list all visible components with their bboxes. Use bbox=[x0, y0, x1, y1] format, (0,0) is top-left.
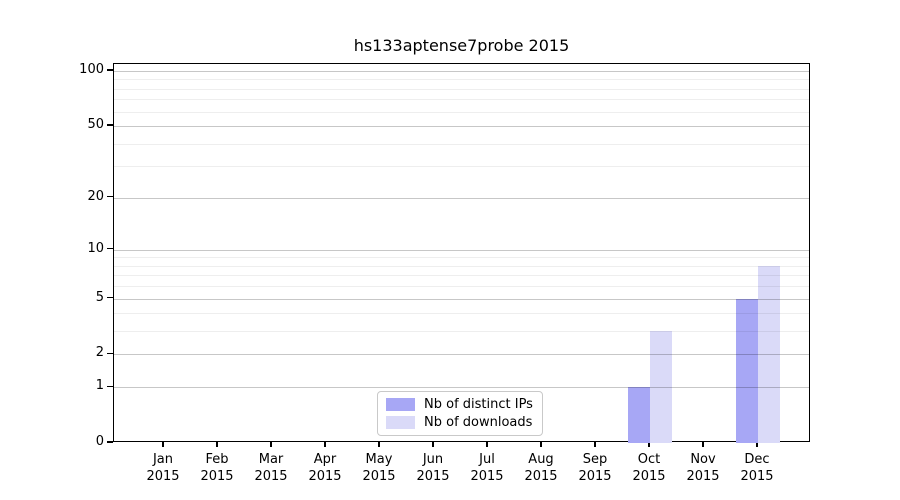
y-tick-mark bbox=[107, 352, 113, 355]
x-tick-label: Feb 2015 bbox=[200, 452, 234, 484]
x-tick-label: Apr 2015 bbox=[308, 452, 342, 484]
minor-gridline bbox=[114, 166, 809, 168]
major-gridline bbox=[114, 354, 809, 356]
x-tick-label: Sep 2015 bbox=[578, 452, 612, 484]
x-tick-mark bbox=[378, 442, 380, 447]
legend-item-downloads: Nb of downloads bbox=[386, 415, 534, 430]
bar-nb-of-downloads-oct bbox=[650, 331, 672, 443]
legend-label-downloads: Nb of downloads bbox=[424, 415, 533, 430]
x-tick-label: Nov 2015 bbox=[686, 452, 720, 484]
major-gridline bbox=[114, 298, 809, 300]
minor-gridline bbox=[114, 99, 809, 101]
y-tick-label: 5 bbox=[95, 289, 104, 305]
y-tick-mark bbox=[107, 195, 113, 198]
major-gridline bbox=[114, 249, 809, 251]
y-tick-label: 100 bbox=[79, 62, 104, 77]
minor-gridline bbox=[114, 111, 809, 113]
minor-gridline bbox=[114, 143, 809, 145]
x-tick-label: Dec 2015 bbox=[740, 452, 774, 484]
x-tick-mark bbox=[594, 442, 596, 447]
x-tick-label: May 2015 bbox=[362, 452, 396, 484]
y-tick-label: 1 bbox=[95, 378, 104, 394]
x-tick-mark bbox=[486, 442, 488, 447]
x-tick-mark bbox=[648, 442, 650, 447]
bar-nb-of-distinct-ips-dec bbox=[736, 298, 758, 443]
legend-label-distinct-ips: Nb of distinct IPs bbox=[424, 397, 533, 412]
x-tick-label: Mar 2015 bbox=[254, 452, 288, 484]
x-tick-label: Jul 2015 bbox=[470, 452, 504, 484]
x-tick-mark bbox=[432, 442, 434, 447]
minor-gridline bbox=[114, 265, 809, 267]
y-tick-label: 10 bbox=[87, 240, 104, 256]
major-gridline bbox=[114, 71, 809, 72]
major-gridline bbox=[114, 387, 809, 389]
x-tick-mark bbox=[324, 442, 326, 447]
legend: Nb of distinct IPs Nb of downloads bbox=[377, 391, 543, 436]
minor-gridline bbox=[114, 88, 809, 90]
legend-swatch-distinct-ips bbox=[386, 398, 415, 411]
y-tick-mark bbox=[107, 124, 113, 126]
x-tick-mark bbox=[702, 442, 704, 447]
minor-gridline bbox=[114, 79, 809, 81]
legend-swatch-downloads bbox=[386, 416, 415, 429]
bar-nb-of-distinct-ips-oct bbox=[628, 387, 650, 443]
chart-title: hs133aptense7probe 2015 bbox=[353, 36, 570, 55]
minor-gridline bbox=[114, 286, 809, 288]
x-tick-label: Jan 2015 bbox=[146, 452, 180, 484]
x-tick-mark bbox=[162, 442, 164, 447]
major-gridline bbox=[114, 197, 809, 199]
x-tick-mark bbox=[270, 442, 272, 447]
legend-item-distinct-ips: Nb of distinct IPs bbox=[386, 397, 534, 412]
y-tick-label: 20 bbox=[87, 188, 104, 204]
minor-gridline bbox=[114, 313, 809, 315]
minor-gridline bbox=[114, 275, 809, 277]
y-tick-label: 0 bbox=[95, 434, 104, 449]
y-tick-label: 50 bbox=[87, 117, 104, 133]
y-tick-mark bbox=[107, 248, 113, 250]
minor-gridline bbox=[114, 257, 809, 259]
plot-area bbox=[113, 63, 810, 443]
y-tick-mark bbox=[107, 69, 113, 71]
y-tick-mark bbox=[107, 441, 113, 443]
y-tick-mark bbox=[107, 296, 113, 299]
y-tick-label: 2 bbox=[95, 345, 104, 361]
minor-gridline bbox=[114, 331, 809, 333]
x-tick-mark bbox=[540, 442, 542, 447]
x-tick-label: Aug 2015 bbox=[524, 452, 558, 484]
x-tick-mark bbox=[216, 442, 218, 447]
x-tick-label: Oct 2015 bbox=[632, 452, 666, 484]
major-gridline bbox=[114, 126, 809, 128]
y-tick-mark bbox=[107, 385, 113, 387]
bar-nb-of-downloads-dec bbox=[758, 265, 780, 443]
x-tick-label: Jun 2015 bbox=[416, 452, 450, 484]
x-tick-mark bbox=[756, 442, 758, 447]
